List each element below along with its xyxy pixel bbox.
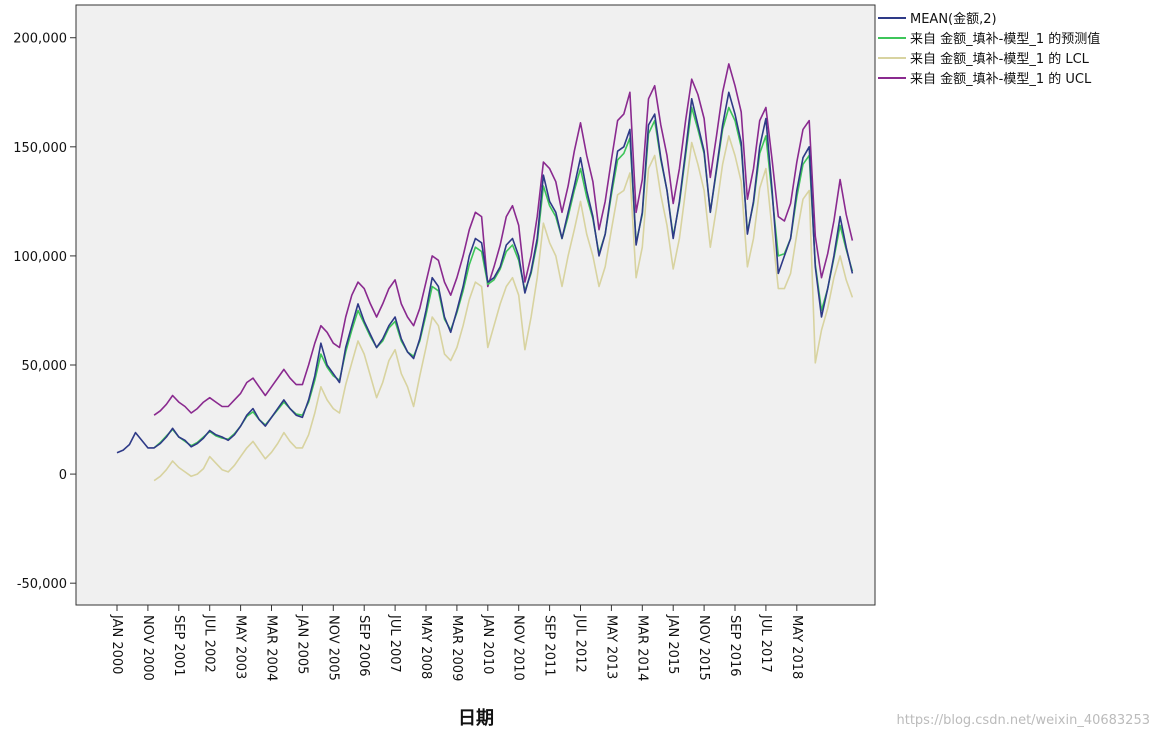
x-tick-label: MAY 2008 [418, 615, 433, 679]
x-tick-label: JUL 2007 [387, 614, 402, 673]
x-tick-label: SEP 2011 [542, 615, 557, 677]
x-tick-label: JUL 2012 [573, 614, 588, 673]
x-tick-label: MAY 2018 [789, 615, 804, 679]
y-tick-label: 50,000 [22, 359, 68, 374]
x-tick-label: MAY 2003 [233, 615, 248, 679]
y-tick-label: 150,000 [13, 141, 67, 156]
plot-area [75, 4, 876, 606]
x-tick-label: JAN 2000 [109, 614, 124, 674]
x-tick-label: NOV 2010 [511, 615, 526, 681]
legend-label: 来自 金额_填补-模型_1 的 UCL [910, 71, 1092, 87]
x-tick-label: SEP 2001 [171, 615, 186, 677]
x-tick-label: NOV 2005 [325, 615, 340, 681]
x-tick-label: MAY 2013 [603, 615, 618, 679]
x-tick-label: JAN 2005 [294, 614, 309, 674]
y-tick-label: 0 [59, 468, 67, 483]
y-tick-label: 100,000 [13, 250, 67, 265]
x-tick-label: MAR 2004 [264, 615, 279, 681]
x-tick-label: NOV 2000 [140, 615, 155, 681]
series-layer [116, 63, 854, 482]
series-line-2 [153, 135, 854, 482]
y-axis: -50,000 0 50,000 100,000 150,000 200,000 [13, 32, 76, 592]
x-tick-label: MAR 2014 [634, 615, 649, 681]
watermark: https://blog.csdn.net/weixin_40683253 [896, 713, 1150, 728]
legend-label: 来自 金额_填补-模型_1 的 LCL [910, 51, 1090, 67]
series-line-0 [116, 91, 854, 454]
x-tick-label: SEP 2016 [727, 615, 742, 677]
x-tick-label: MAR 2009 [449, 615, 464, 681]
y-tick-label: 200,000 [13, 32, 67, 47]
x-tick-label: JUL 2017 [758, 614, 773, 673]
x-tick-label: NOV 2015 [696, 615, 711, 681]
legend-label: MEAN(金额,2) [910, 11, 997, 27]
x-tick-label: JUL 2002 [202, 614, 217, 673]
x-axis: JAN 2000 NOV 2000 SEP 2001 JUL 2002 MAY 2003… [109, 605, 804, 681]
legend-label: 来自 金额_填补-模型_1 的预测值 [910, 31, 1100, 47]
x-tick-label: JAN 2010 [480, 614, 495, 674]
x-tick-label: SEP 2006 [356, 615, 371, 677]
x-axis-title: 日期 [458, 708, 494, 729]
y-tick-label: -50,000 [17, 577, 67, 592]
x-tick-label: JAN 2015 [665, 614, 680, 674]
series-line-3 [153, 63, 854, 416]
